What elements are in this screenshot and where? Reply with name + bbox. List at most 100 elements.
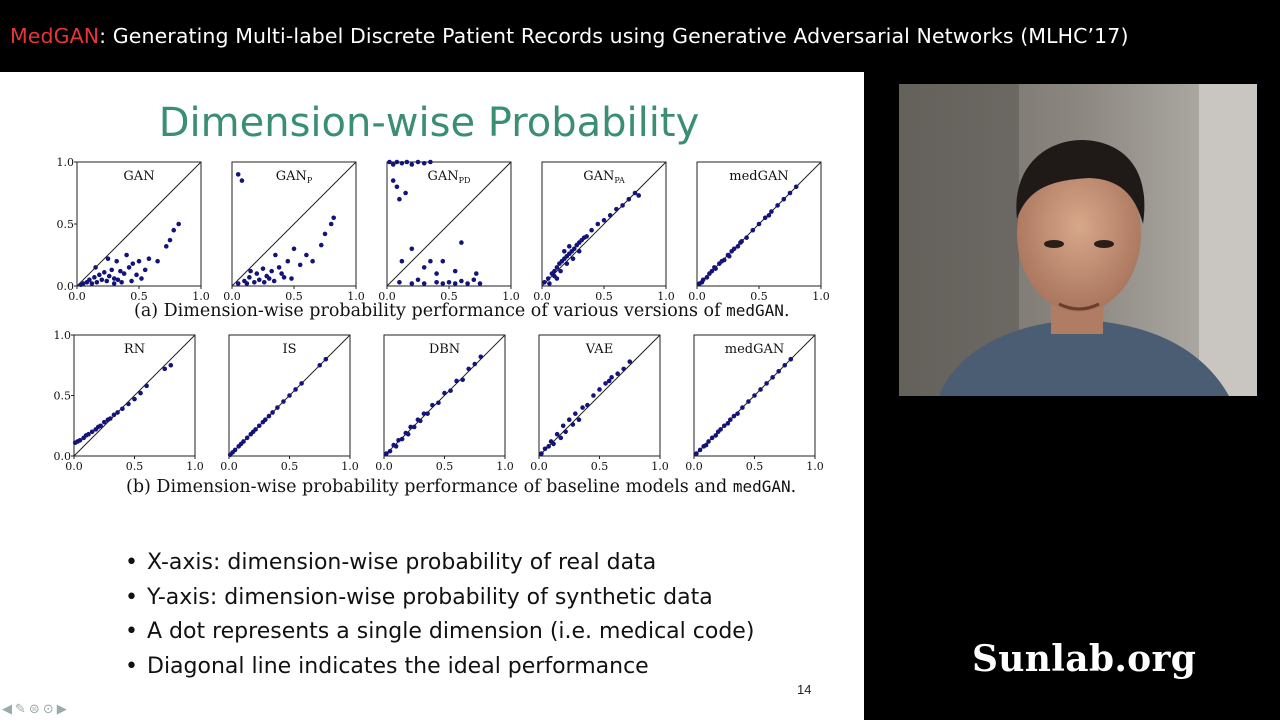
data-point xyxy=(728,417,733,423)
data-point xyxy=(254,271,260,276)
data-point xyxy=(607,213,613,218)
arrow-right-icon[interactable]: ▶ xyxy=(56,702,67,717)
x-tick-label: 0.0 xyxy=(688,290,706,303)
bullet-list: • X-axis: dimension-wise probability of r… xyxy=(125,546,754,684)
slide-title-text: Dimension-wise Probability xyxy=(158,100,700,146)
data-point xyxy=(421,265,427,270)
data-point xyxy=(404,159,410,165)
data-point xyxy=(636,193,642,198)
data-point xyxy=(551,441,556,447)
caption-a-end: . xyxy=(783,301,790,321)
data-point xyxy=(721,423,727,429)
more-circle-icon[interactable]: ⊙ xyxy=(42,702,54,717)
data-point xyxy=(138,390,143,396)
data-point xyxy=(256,423,262,429)
data-point xyxy=(775,203,780,208)
bullet-item: • A dot represents a single dimension (i.… xyxy=(125,615,754,650)
caption-b-text: (b) Dimension-wise probability performan… xyxy=(126,477,733,497)
data-point xyxy=(239,178,245,183)
x-tick-label: 1.0 xyxy=(496,460,514,473)
data-point xyxy=(713,433,719,438)
data-point xyxy=(232,447,238,453)
bullet-dot-icon: • xyxy=(125,550,138,575)
data-point xyxy=(766,213,772,218)
data-point xyxy=(472,361,478,367)
data-point xyxy=(387,159,392,165)
subplot-title: GANP xyxy=(276,169,313,185)
data-point xyxy=(323,356,329,362)
diagonal-line xyxy=(538,334,661,457)
data-point xyxy=(276,265,282,270)
data-point xyxy=(570,422,576,427)
data-point xyxy=(266,276,272,281)
x-tick-label: 0.0 xyxy=(220,460,238,473)
data-point xyxy=(576,417,582,423)
data-point xyxy=(539,451,544,456)
arrow-left-icon[interactable]: ◀ xyxy=(2,702,12,717)
menu-circle-icon[interactable]: ⊜ xyxy=(28,702,40,717)
data-point xyxy=(394,159,400,165)
data-point xyxy=(317,362,323,368)
subplot-title: RN xyxy=(124,342,145,357)
y-tick-label: 0.0 xyxy=(57,280,75,293)
data-point xyxy=(746,399,751,404)
data-point xyxy=(101,270,107,275)
data-point xyxy=(98,423,103,429)
subplot-title: GAN xyxy=(123,169,154,184)
x-tick-label: 0.5 xyxy=(126,460,144,473)
data-point xyxy=(310,258,315,264)
data-point xyxy=(428,159,433,165)
data-point xyxy=(554,431,560,437)
data-point xyxy=(566,244,572,249)
data-point xyxy=(93,265,98,270)
subplot-title: GANPA xyxy=(583,169,625,185)
pencil-icon[interactable]: ✎ xyxy=(15,702,26,717)
x-tick-label: 1.0 xyxy=(657,290,675,303)
data-point xyxy=(126,265,132,270)
data-point xyxy=(554,265,560,270)
data-point xyxy=(459,240,464,245)
x-tick-label: 0.0 xyxy=(533,290,551,303)
data-point xyxy=(421,411,427,416)
data-point xyxy=(279,271,284,276)
data-point xyxy=(546,444,551,449)
data-point xyxy=(421,160,427,166)
data-point xyxy=(399,160,405,166)
data-point xyxy=(440,258,446,264)
x-tick-label: 0.5 xyxy=(746,460,764,473)
data-point xyxy=(109,267,115,273)
data-point xyxy=(235,281,241,286)
data-point xyxy=(130,261,136,266)
data-point xyxy=(415,159,421,165)
data-point xyxy=(454,378,459,384)
y-tick-label: 0.0 xyxy=(54,450,72,463)
data-point xyxy=(384,451,389,456)
caption-b-code: medGAN xyxy=(732,477,791,496)
x-tick-label: 0.5 xyxy=(436,460,454,473)
data-point xyxy=(99,277,105,283)
data-point xyxy=(547,281,552,286)
data-point xyxy=(244,435,250,441)
data-point xyxy=(703,442,709,448)
data-point xyxy=(271,278,277,284)
data-point xyxy=(566,417,572,423)
data-point xyxy=(328,221,334,227)
x-tick-label: 1.0 xyxy=(502,290,520,303)
x-tick-label: 0.5 xyxy=(285,290,303,303)
data-point xyxy=(725,421,731,426)
data-point xyxy=(106,273,112,279)
data-point xyxy=(452,268,458,274)
data-point xyxy=(162,366,168,372)
data-point xyxy=(273,252,278,258)
data-point xyxy=(397,279,402,285)
subplot-title: VAE xyxy=(585,342,613,357)
data-point xyxy=(570,256,576,262)
data-point xyxy=(471,277,477,283)
banner-brand: MedGAN xyxy=(10,24,100,48)
data-point xyxy=(793,184,799,190)
data-point xyxy=(580,405,585,410)
data-point xyxy=(473,271,479,276)
data-point xyxy=(758,387,763,392)
data-point xyxy=(735,411,740,416)
data-point xyxy=(86,431,91,437)
